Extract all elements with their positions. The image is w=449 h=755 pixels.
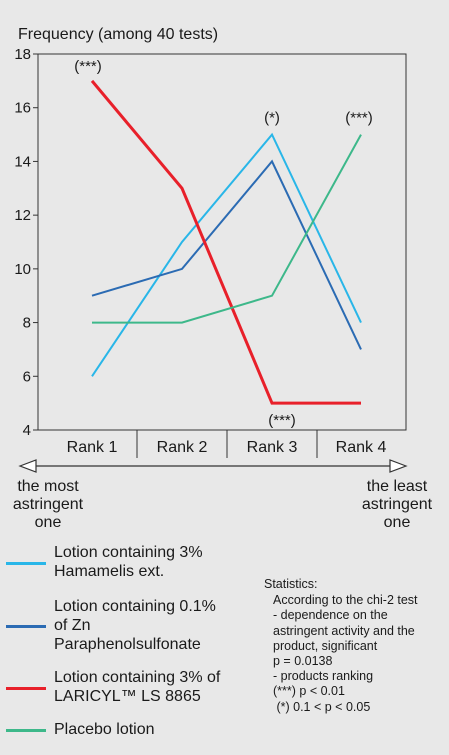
series-lines xyxy=(90,79,362,405)
y-tick-label: 10 xyxy=(14,261,31,278)
statistics-body: According to the chi-2 test - dependence … xyxy=(264,593,449,715)
legend-label: Lotion containing 3% of LARICYL™ LS 8865 xyxy=(54,669,221,705)
scale-label-least: the least astringent one xyxy=(362,478,433,531)
statistics-line: - products ranking xyxy=(273,669,374,684)
y-tick-label: 16 xyxy=(14,100,31,117)
legend-swatch xyxy=(6,729,46,732)
y-tick-label: 6 xyxy=(23,368,31,385)
y-tick-label: 14 xyxy=(14,153,31,170)
statistics-line: product, significant xyxy=(273,638,378,653)
legend-label: Lotion containing 3% Hamamelis ext. xyxy=(54,544,203,580)
series-line-4 xyxy=(92,134,362,324)
x-categories: Rank 1 Rank 2 Rank 3 Rank 4 xyxy=(67,439,387,456)
y-tick-label: 4 xyxy=(23,422,31,439)
significance-annotation: (***) xyxy=(345,110,373,127)
series-line-1 xyxy=(91,132,362,377)
y-tick-label: 8 xyxy=(23,315,31,332)
series-line-2 xyxy=(91,159,362,350)
statistics-line: p = 0.0138 xyxy=(273,654,333,669)
legend-label: Placebo lotion xyxy=(54,721,155,738)
legend-label: Lotion containing 0.1% of Zn Paraphenols… xyxy=(54,598,216,653)
scale-label-most: the most astringent one xyxy=(13,478,84,531)
scale-arrow-left xyxy=(18,459,37,473)
statistics-line: astringent activity and the xyxy=(273,623,415,638)
legend-swatch xyxy=(6,562,46,565)
significance-annotation: (***) xyxy=(268,412,296,429)
astringency-scale: the most astringent one the least astringent… xyxy=(13,459,433,531)
significance-annotation: (***) xyxy=(74,58,102,75)
statistics-panel: Statistics: According to the chi-2 test -… xyxy=(264,577,449,715)
statistics-line: According to the chi-2 test xyxy=(273,593,418,608)
statistics-line: - dependence on the xyxy=(273,608,388,623)
scale-arrow-right xyxy=(389,459,408,473)
statistics-line: (***) p < 0.01 xyxy=(273,684,345,699)
y-ticks: 4 6 8 10 12 14 16 18 xyxy=(14,46,38,439)
legend-swatch xyxy=(6,687,46,690)
y-tick-label: 12 xyxy=(14,207,31,224)
x-tick-label: Rank 3 xyxy=(247,439,298,456)
axes xyxy=(37,53,407,458)
plot-frame xyxy=(37,53,407,431)
line-chart: Frequency (among 40 tests) 4 6 8 10 12 14 16 18… xyxy=(13,26,433,531)
x-tick-label: Rank 4 xyxy=(336,439,387,456)
statistics-line: (*) 0.1 < p < 0.05 xyxy=(273,699,371,714)
series-line-3 xyxy=(90,79,361,405)
annotations: (***) (*) (***) (***) xyxy=(74,58,373,429)
statistics-title: Statistics: xyxy=(264,577,318,591)
x-tick-label: Rank 2 xyxy=(157,439,208,456)
y-axis-title: Frequency (among 40 tests) xyxy=(18,26,218,43)
y-tick-label: 18 xyxy=(14,46,31,63)
significance-annotation: (*) xyxy=(264,110,280,127)
x-tick-label: Rank 1 xyxy=(67,439,118,456)
legend-swatch xyxy=(6,625,46,628)
